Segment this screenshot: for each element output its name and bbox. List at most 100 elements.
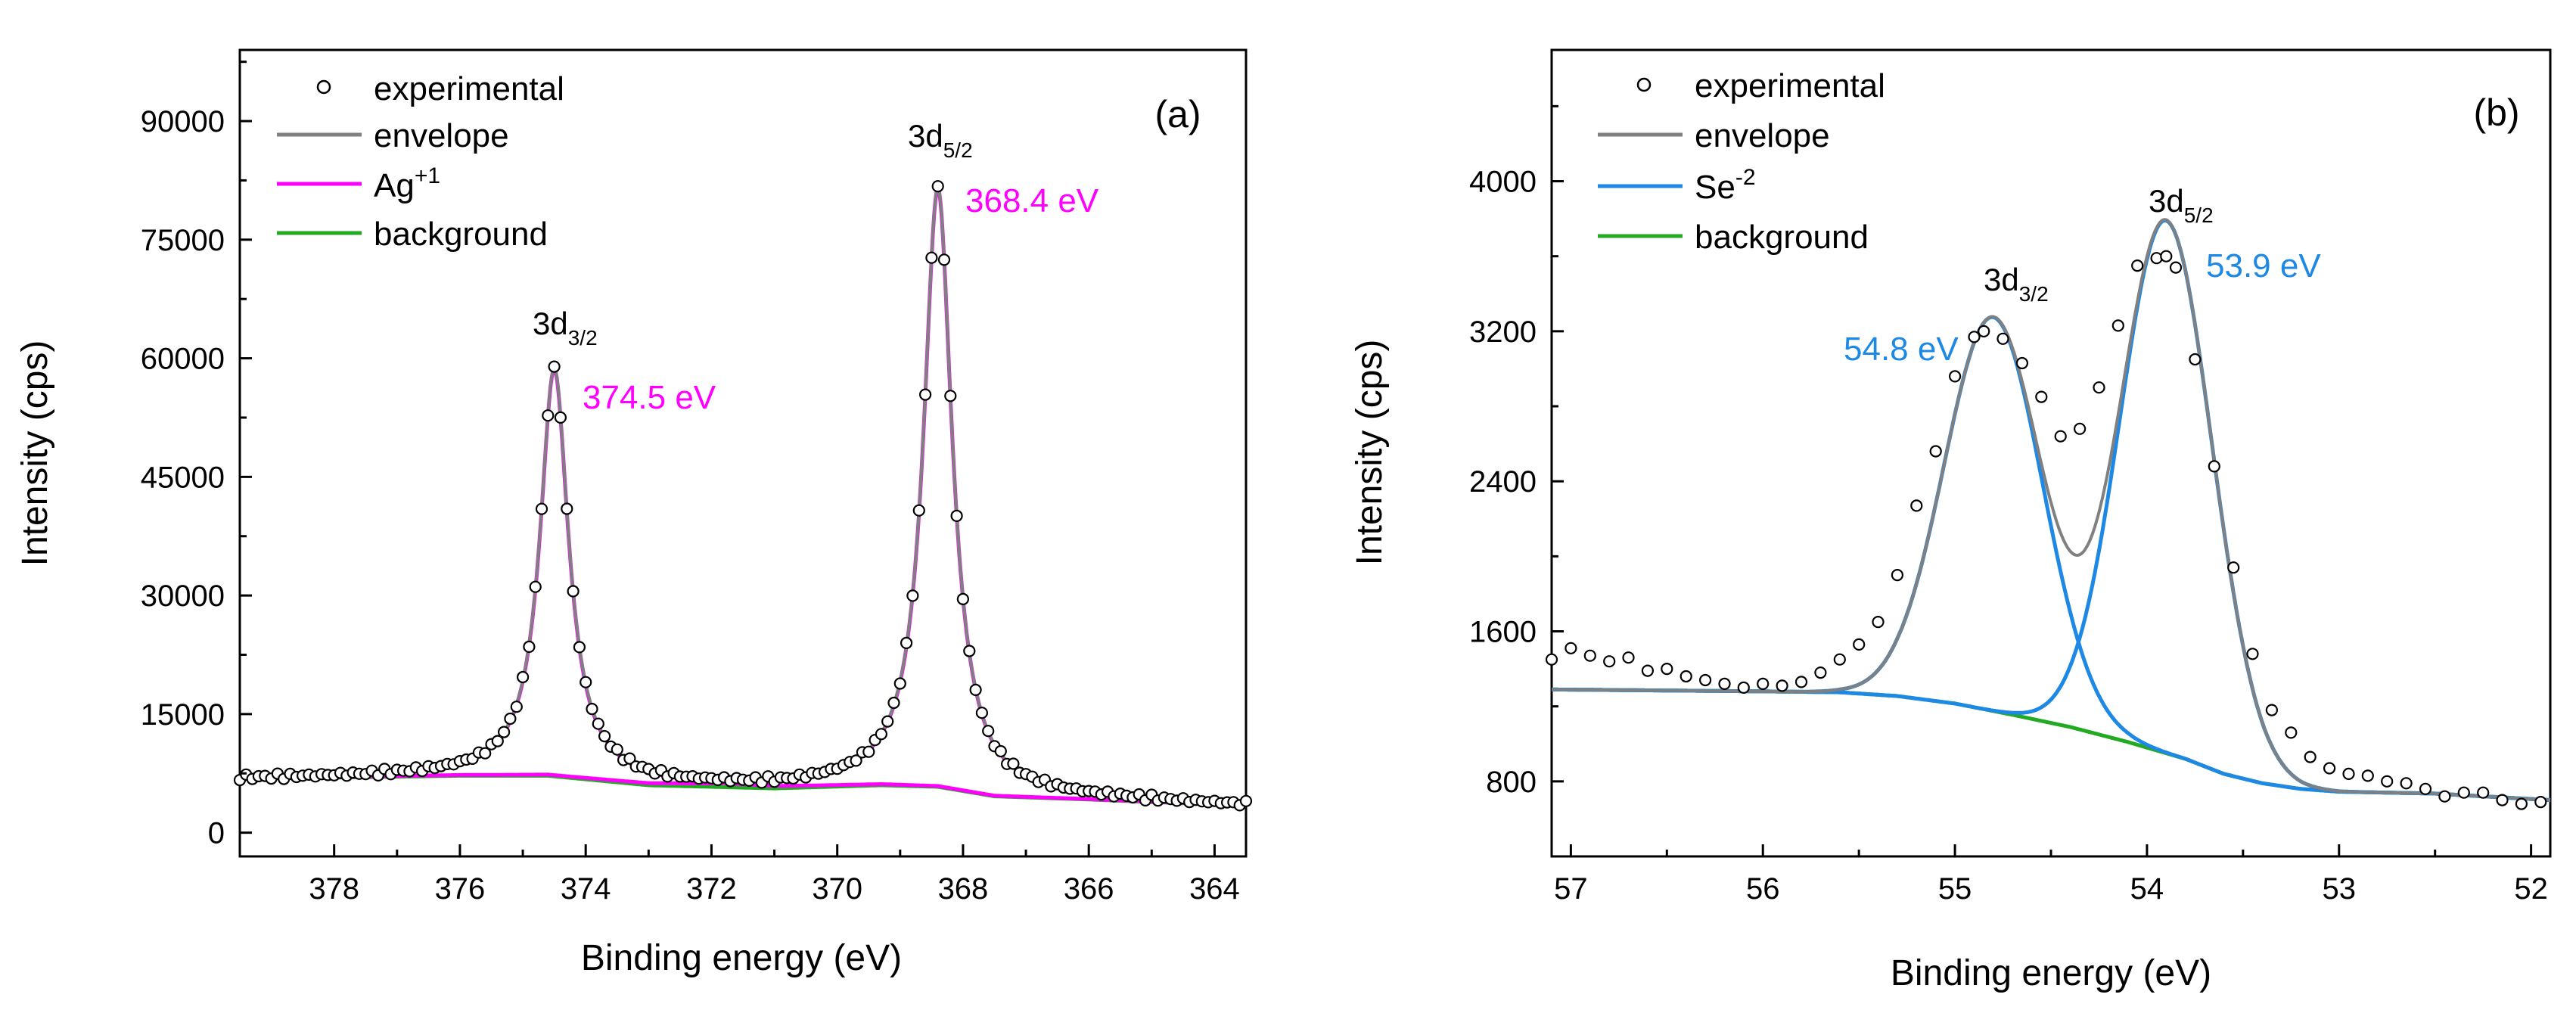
legend-a-background-label: background <box>374 216 548 253</box>
y-tick-label: 90000 <box>141 105 225 138</box>
legend-b-background-label: background <box>1695 219 1869 256</box>
experimental-point <box>2496 794 2509 806</box>
experimental-point <box>2381 775 2394 788</box>
y-tick-label: 4000 <box>1469 166 1537 199</box>
panel-a-x-axis: 378 376 374 372 370 368 366 364 <box>309 844 1240 906</box>
component-peak-2 <box>240 183 1247 806</box>
experimental-point <box>516 670 530 684</box>
experimental-point <box>1929 445 1942 458</box>
experimental-point <box>573 641 586 654</box>
panel-a-peak-2-energy: 368.4 eV <box>965 182 1099 219</box>
y-tick-label: 800 <box>1486 766 1537 799</box>
experimental-point <box>497 726 511 738</box>
experimental-point <box>994 744 1007 758</box>
experimental-point <box>504 712 517 726</box>
experimental-point <box>937 253 951 266</box>
panel-a: 378 376 374 372 370 368 366 364 0 15000 30000 4500… <box>15 48 1253 978</box>
panel-b-curves <box>1552 218 2551 803</box>
experimental-point <box>906 589 919 602</box>
x-tick-label: 378 <box>309 872 359 906</box>
experimental-point <box>2534 795 2547 809</box>
experimental-point <box>561 502 573 515</box>
experimental-point <box>918 388 932 401</box>
panel-a-legend: experimental envelope Ag+1 background <box>277 70 564 253</box>
experimental-point <box>2419 782 2432 795</box>
panel-a-frame <box>238 48 1248 858</box>
x-tick-label: 54 <box>2130 872 2164 906</box>
x-tick-label: 366 <box>1064 872 1114 906</box>
panel-b-legend: experimental envelope Se-2 background <box>1598 67 1885 256</box>
experimental-point <box>956 592 970 606</box>
experimental-point <box>2246 648 2259 660</box>
panel-a-y-axis: 0 15000 30000 45000 60000 75000 90000 <box>141 61 252 850</box>
experimental-point <box>1949 370 1962 383</box>
x-tick-label: 372 <box>686 872 737 906</box>
panel-b-x-axis-title: Binding energy (eV) <box>1891 953 2211 993</box>
panel-b-peak-1-state: 3d3/2 <box>1984 262 2049 306</box>
panel-a-peak-2-state: 3d5/2 <box>908 118 973 162</box>
legend-b-component-label: Se-2 <box>1695 165 1756 206</box>
x-tick-label: 374 <box>561 872 611 906</box>
legend-b-experimental-label: experimental <box>1695 67 1885 104</box>
experimental-point <box>2150 252 2163 265</box>
experimental-point <box>1641 664 1654 677</box>
y-tick-label: 75000 <box>141 224 225 257</box>
experimental-point <box>1680 670 1692 683</box>
experimental-point <box>1891 568 1903 582</box>
experimental-point <box>2169 261 2183 274</box>
experimental-point <box>1661 662 1673 676</box>
y-tick-label: 30000 <box>141 580 225 613</box>
experimental-point <box>912 504 925 517</box>
legend-b-envelope-label: envelope <box>1695 117 1830 154</box>
x-tick-label: 52 <box>2514 872 2548 906</box>
component-peak-2 <box>1552 218 2551 803</box>
experimental-point <box>523 640 536 654</box>
component-peak-1 <box>239 365 1247 808</box>
experimental-point <box>1622 651 1635 664</box>
experimental-point <box>1737 681 1750 694</box>
experimental-point <box>592 717 604 730</box>
experimental-point <box>2265 704 2278 716</box>
experimental-point <box>510 701 523 713</box>
panel-a-peak-1-energy: 374.5 eV <box>583 379 716 416</box>
panel-b-y-axis: 800 1600 2400 3200 4000 <box>1469 104 1564 858</box>
experimental-point <box>567 585 580 598</box>
y-tick-label: 1600 <box>1469 616 1537 649</box>
y-tick-label: 45000 <box>141 461 225 494</box>
y-tick-label: 2400 <box>1469 465 1537 499</box>
experimental-point <box>611 743 623 756</box>
panel-b-peak-2-state: 3d5/2 <box>2149 183 2214 227</box>
experimental-point <box>1007 757 1020 770</box>
experimental-point <box>881 715 894 728</box>
experimental-point <box>586 702 598 716</box>
experimental-point <box>1239 794 1253 807</box>
panel-b-x-axis: 57 56 55 54 53 52 <box>1554 844 2548 906</box>
experimental-point <box>1757 677 1770 691</box>
experimental-point <box>2015 356 2028 370</box>
experimental-point <box>2515 797 2528 810</box>
experimental-point <box>1718 677 1731 691</box>
experimental-point <box>2342 767 2355 781</box>
experimental-point <box>850 754 862 767</box>
experimental-point <box>1699 673 1712 687</box>
experimental-point <box>963 645 976 657</box>
experimental-point <box>2323 762 2336 775</box>
panel-b-experimental-points <box>1545 250 2547 810</box>
x-tick-label: 57 <box>1554 872 1588 906</box>
experimental-point <box>1996 332 2009 345</box>
experimental-point <box>1978 325 1990 337</box>
component-peak-1 <box>1552 315 2551 803</box>
experimental-point <box>2304 750 2317 763</box>
panel-b-peak-1-energy: 54.8 eV <box>1844 331 1959 368</box>
experimental-point <box>1794 676 1808 688</box>
experimental-point <box>2189 353 2202 366</box>
experimental-point <box>2054 430 2067 443</box>
experimental-point <box>491 735 504 747</box>
panel-b-peak-2-energy: 53.9 eV <box>2206 247 2321 284</box>
x-tick-label: 53 <box>2323 872 2357 906</box>
envelope-curve <box>239 183 1247 806</box>
panel-a-peak-1-state: 3d3/2 <box>533 306 598 350</box>
experimental-point <box>1583 649 1596 662</box>
experimental-point <box>535 502 548 515</box>
